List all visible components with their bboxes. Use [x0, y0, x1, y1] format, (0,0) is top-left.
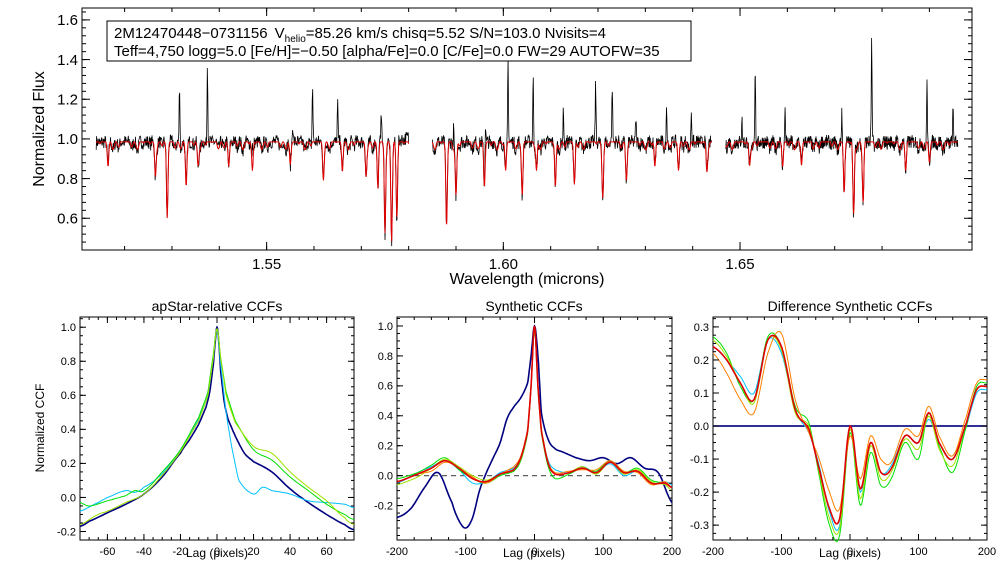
- apstar-title: apStar-relative CCFs: [152, 298, 283, 314]
- synthetic-series-visit-1: [396, 328, 673, 486]
- difference-ytick-label: 0.2: [694, 355, 709, 367]
- synthetic-xtick-label: -100: [455, 546, 477, 558]
- spectrum-observed-chip-2: [431, 58, 712, 223]
- synthetic-series-combined: [396, 325, 673, 489]
- difference-ytick-label: -0.2: [690, 487, 709, 499]
- synthetic-title: Synthetic CCFs: [485, 298, 582, 314]
- synthetic-ytick-label: 0.8: [378, 351, 393, 363]
- spectrum-x-axis-label: Wavelength (microns): [449, 271, 604, 288]
- synthetic-x-axis-label: Lag (pixels): [503, 546, 565, 560]
- difference-xtick-label: 100: [909, 546, 927, 558]
- apstar-ytick-label: 0.6: [61, 390, 76, 402]
- info-line-1-values: =85.26 km/s chisq=5.52 S/N=103.0 Nvisits…: [306, 25, 606, 42]
- synthetic-xtick-label: -200: [386, 546, 408, 558]
- difference-series-combined: [712, 334, 987, 525]
- spectrum-ytick-label: 1.2: [57, 91, 78, 108]
- spectrum-observed-chip-1: [95, 67, 409, 247]
- difference-ytick-label: 0.3: [694, 322, 709, 334]
- apstar-xtick-label: -20: [173, 546, 189, 558]
- info-box-frame: [106, 20, 692, 62]
- difference-ytick-label: 0.1: [694, 388, 709, 400]
- apstar-y-axis-label: Normalized CCF: [33, 384, 47, 473]
- difference-ccf-panel: -200 -100 0 100 200-0.3-0.2-0.10.00.10.20.3 …: [690, 298, 996, 560]
- apstar-xtick-label: -60: [99, 546, 115, 558]
- synthetic-xtick-label: 0: [531, 546, 537, 558]
- apstar-xtick-label: 40: [284, 546, 296, 558]
- synthetic-ccf-panel: -200 -100 0 100 200 -0.2 0.0 0.2 0.4 0.6 0.8 1.0 Sy…: [374, 298, 681, 560]
- spectrum-xtick-label: 1.65: [725, 256, 754, 273]
- synthetic-series: [396, 324, 673, 529]
- synthetic-ytick-label: 1.0: [378, 321, 393, 333]
- apstar-series-visit-1: [79, 329, 355, 512]
- spectrum-ytick-label: 1.4: [57, 52, 78, 69]
- apstar-ytick-label: 1.0: [61, 322, 76, 334]
- difference-xtick-label: -100: [770, 546, 792, 558]
- spectrum-ytick-label: 0.8: [57, 171, 78, 188]
- difference-xtick-label: 200: [978, 546, 996, 558]
- synthetic-ytick-label: -0.2: [374, 500, 393, 512]
- spectrum-ytick-label: 1.6: [57, 12, 78, 29]
- apstar-ytick-label: 0.2: [61, 458, 76, 470]
- apstar-ytick-label: 0.0: [61, 492, 76, 504]
- difference-series-visit-3: [712, 335, 987, 536]
- spectrum-observed-chip-3: [725, 37, 959, 218]
- difference-series-visit-4: [712, 330, 987, 512]
- difference-ytick-label: -0.1: [690, 454, 709, 466]
- spectrum-model-chip-1: [95, 141, 410, 242]
- apstar-ccf-panel: -60 -40 -20 0 20 40 60 -0.2 0.0 0.2 0.4 0.6 0.8 1.0 a…: [33, 298, 355, 560]
- info-vhelio-subscript: helio: [285, 34, 307, 45]
- apstar-ytick-label: -0.2: [57, 526, 76, 538]
- info-star-id: 2M12470448−0731156: [114, 25, 268, 42]
- spectrum-model-chip-2: [431, 141, 712, 225]
- info-line-2: Teff=4,750 logg=5.0 [Fe/H]=−0.50 [alpha/…: [114, 43, 660, 60]
- difference-xtick-label: -200: [702, 546, 724, 558]
- difference-ticks: -200 -100 0 100 200 -0.3 -0.2 -0.1 0.0 0.1 0.2 0.3: [690, 317, 996, 558]
- apstar-x-axis-label: Lag (pixels): [186, 546, 248, 560]
- apstar-series-visit-3: [79, 327, 355, 526]
- spectrum-plot-frame: [81, 7, 973, 251]
- apstar-xtick-label: 0: [214, 546, 220, 558]
- apstar-xtick-label: 20: [247, 546, 259, 558]
- synthetic-xtick-label: 100: [594, 546, 612, 558]
- synthetic-ytick-label: 0.6: [378, 381, 393, 393]
- spectrum-y-axis-label: Normalized Flux: [31, 71, 48, 187]
- spectrum-ytick-label: 0.6: [57, 211, 78, 228]
- spectrum-xtick-label: 1.55: [252, 256, 281, 273]
- apstar-series-combined: [79, 325, 355, 531]
- difference-ytick-label: 0.0: [694, 421, 709, 433]
- synthetic-series-apStar: [396, 324, 673, 529]
- synthetic-ytick-label: 0.2: [378, 441, 393, 453]
- spectrum-panel: 1.55 1.60 1.65 0.6 0.8 1.0 1.2 1.4 1.6 Wavelengt…: [31, 7, 973, 288]
- difference-xtick-label: 0: [847, 546, 853, 558]
- spectrum-ytick-label: 1.0: [57, 131, 78, 148]
- apstar-ytick-label: 0.4: [61, 424, 76, 436]
- apstar-xtick-label: 60: [320, 546, 332, 558]
- synthetic-ticks: -200 -100 0 100 200 -0.2 0.0 0.2 0.4 0.6 0.8 1.0: [374, 317, 681, 558]
- spectrum-model-chip-3: [725, 141, 958, 214]
- synthetic-ytick-label: 0.0: [378, 470, 393, 482]
- info-box: 2M12470448−0731156 Vhelio=85.26 km/s chis…: [106, 20, 692, 62]
- spectrum-ticks: 1.55 1.60 1.65 0.6 0.8 1.0 1.2 1.4 1.6: [57, 8, 972, 273]
- apstar-ytick-label: 0.8: [61, 356, 76, 368]
- info-vhelio-symbol: V: [275, 25, 285, 42]
- difference-series: [712, 330, 987, 542]
- info-line-1: 2M12470448−0731156 Vhelio=85.26 km/s chis…: [114, 25, 606, 45]
- apstar-series: [79, 325, 355, 531]
- spectrum-series: [95, 37, 959, 247]
- synthetic-plot-frame: [396, 316, 673, 541]
- synthetic-xtick-label: 200: [663, 546, 681, 558]
- apstar-ticks: -60 -40 -20 0 20 40 60 -0.2 0.0 0.2 0.4 0.6 0.8 1.0: [57, 317, 355, 558]
- apstar-xtick-label: -40: [136, 546, 152, 558]
- difference-x-axis-label: Lag (pixels): [819, 546, 881, 560]
- spectrum-xtick-label: 1.60: [489, 256, 518, 273]
- synthetic-ytick-label: 0.4: [378, 411, 393, 423]
- difference-ytick-label: -0.3: [690, 520, 709, 532]
- difference-title: Difference Synthetic CCFs: [768, 298, 933, 314]
